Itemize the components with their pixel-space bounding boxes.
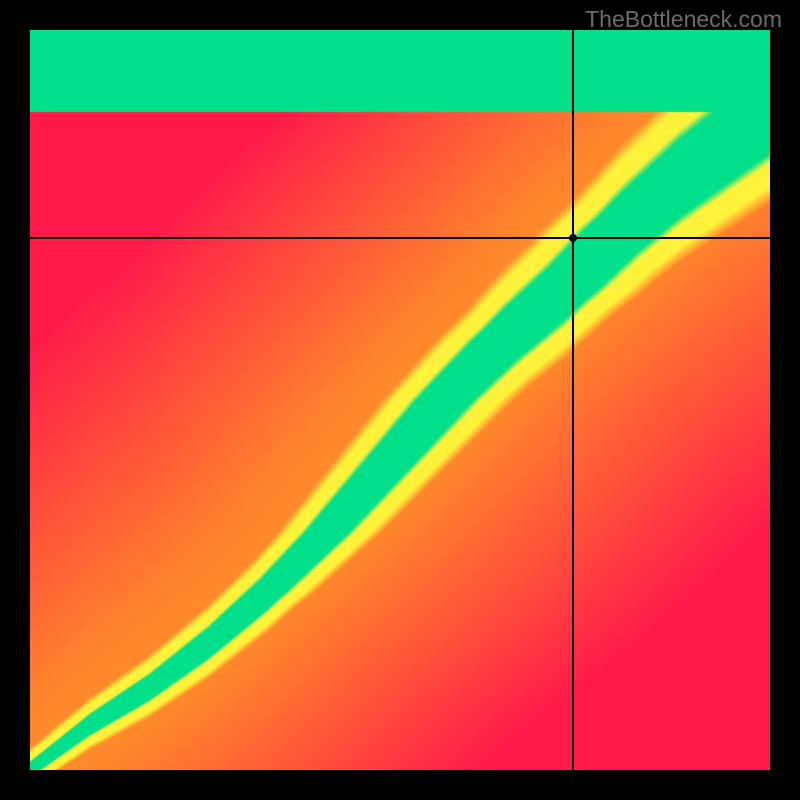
heatmap-canvas xyxy=(30,30,770,770)
chart-container: TheBottleneck.com xyxy=(0,0,800,800)
watermark-text: TheBottleneck.com xyxy=(585,6,782,33)
heatmap-plot xyxy=(30,30,770,770)
